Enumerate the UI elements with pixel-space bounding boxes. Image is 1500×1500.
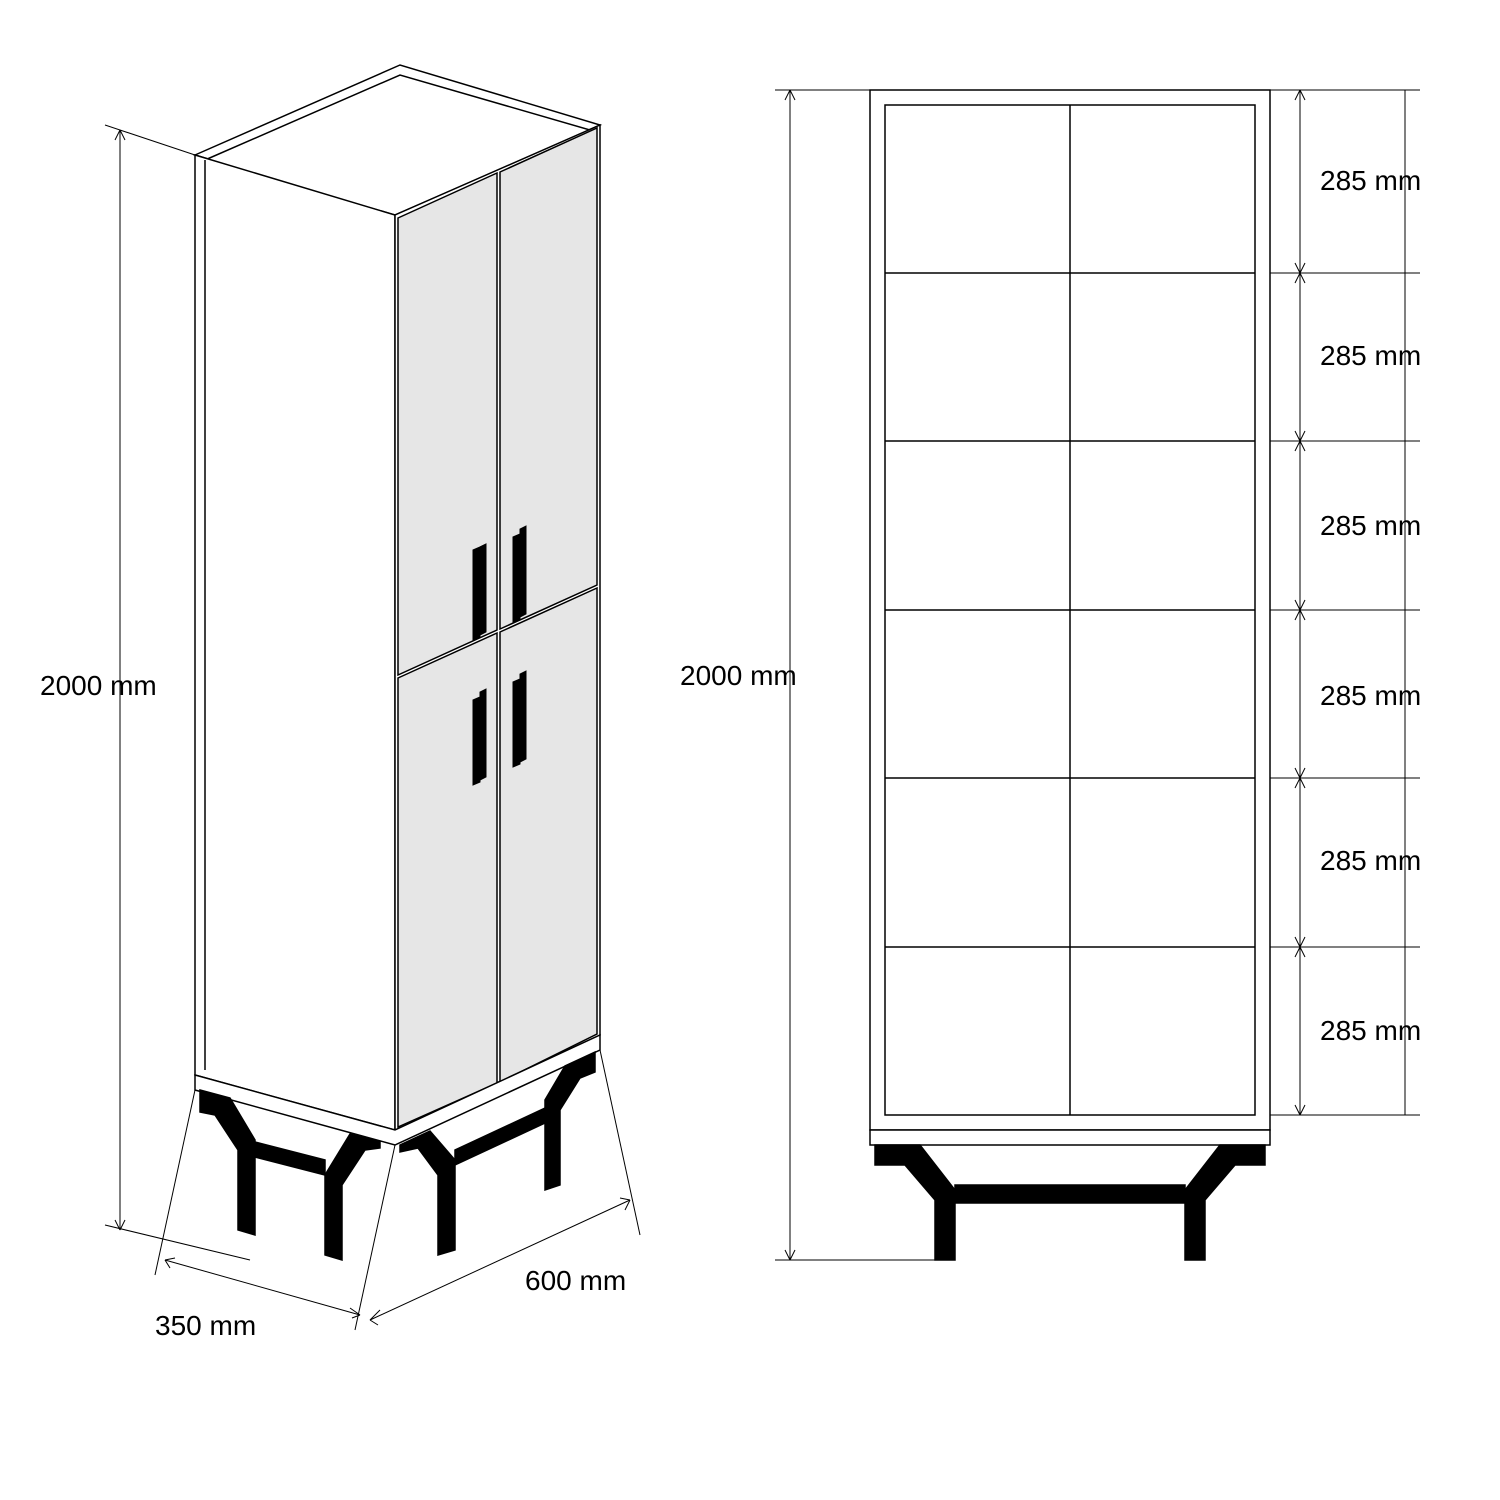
dim-shelf-6: 285 mm	[1320, 1015, 1421, 1047]
dim-shelf-3: 285 mm	[1320, 510, 1421, 542]
dim-shelf-4: 285 mm	[1320, 680, 1421, 712]
dim-front-height: 2000 mm	[680, 660, 797, 692]
dim-shelf-2: 285 mm	[1320, 340, 1421, 372]
dim-iso-width: 600 mm	[525, 1265, 626, 1297]
dim-iso-depth: 350 mm	[155, 1310, 256, 1342]
dim-iso-height: 2000 mm	[40, 670, 157, 702]
dim-shelf-1: 285 mm	[1320, 165, 1421, 197]
dim-shelf-5: 285 mm	[1320, 845, 1421, 877]
technical-drawing-canvas: 2000 mm 350 mm 600 mm 2000 mm 285 mm 285…	[0, 0, 1500, 1500]
front-cabinet-view	[0, 0, 1500, 1500]
